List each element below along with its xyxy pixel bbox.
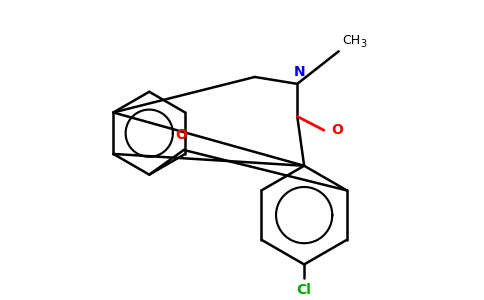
Text: 3: 3 <box>361 39 366 49</box>
Text: CH: CH <box>343 34 361 47</box>
Text: N: N <box>293 65 305 79</box>
Text: O: O <box>175 128 187 142</box>
Text: O: O <box>331 123 343 137</box>
Text: Cl: Cl <box>297 283 312 297</box>
